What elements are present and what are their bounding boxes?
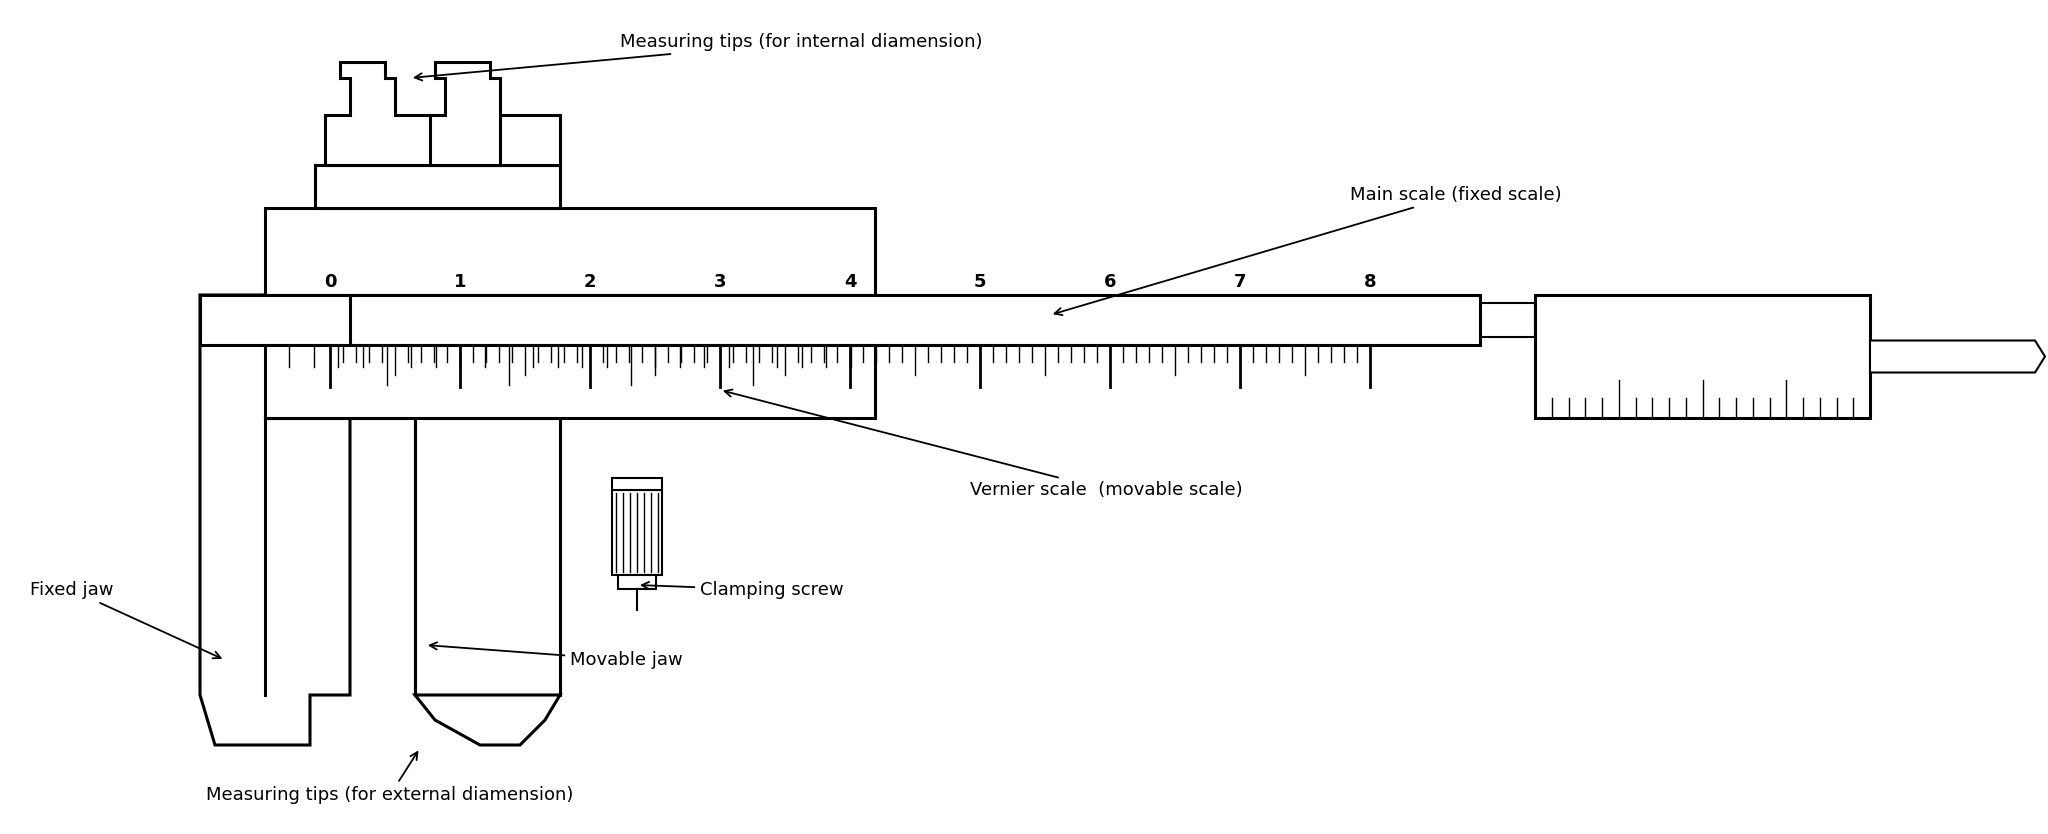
Text: Fixed jaw: Fixed jaw	[31, 581, 221, 658]
Text: 7: 7	[1233, 273, 1247, 291]
Bar	[1481, 303, 1536, 337]
Text: Main scale (fixed scale): Main scale (fixed scale)	[1055, 186, 1563, 315]
Bar	[618, 575, 655, 589]
Text: 5: 5	[973, 273, 987, 291]
Text: 2: 2	[584, 273, 596, 291]
Text: 6: 6	[1104, 273, 1116, 291]
Text: 8: 8	[1364, 273, 1376, 291]
Bar	[264, 208, 874, 295]
Bar	[315, 165, 559, 208]
Text: 1: 1	[455, 273, 467, 291]
Polygon shape	[416, 418, 559, 695]
Bar	[612, 478, 662, 490]
Bar	[264, 345, 874, 418]
Bar	[1536, 295, 1870, 418]
Text: Measuring tips (for external diamension): Measuring tips (for external diamension)	[207, 752, 573, 804]
Bar	[201, 295, 1481, 345]
Text: Movable jaw: Movable jaw	[430, 642, 682, 669]
Polygon shape	[430, 62, 500, 165]
Polygon shape	[326, 62, 559, 165]
Text: 0: 0	[324, 273, 336, 291]
Bar	[612, 490, 662, 575]
Polygon shape	[201, 295, 350, 745]
Text: Clamping screw: Clamping screw	[641, 581, 844, 599]
Bar	[350, 295, 874, 418]
Text: 3: 3	[715, 273, 727, 291]
Text: Measuring tips (for internal diamension): Measuring tips (for internal diamension)	[416, 33, 983, 81]
Text: Vernier scale  (movable scale): Vernier scale (movable scale)	[725, 389, 1243, 499]
Polygon shape	[1870, 340, 2046, 373]
Text: 4: 4	[844, 273, 856, 291]
Polygon shape	[416, 695, 559, 745]
